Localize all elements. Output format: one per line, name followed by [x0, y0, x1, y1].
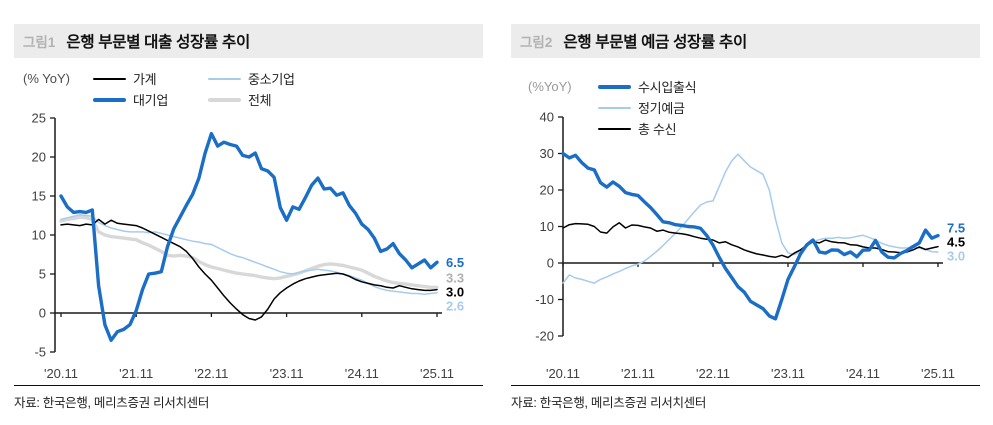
source-note: 자료: 한국은행, 메리츠증권 리서치센터	[511, 396, 707, 410]
legend-label-large-corp: 대기업	[133, 93, 168, 108]
x-tick-label: '22.11	[696, 366, 730, 380]
end-value-label-time-deposit: 3.0	[947, 249, 965, 264]
legend-line-sample-total-deposit	[598, 127, 631, 130]
x-tick-label: '20.11	[44, 366, 78, 380]
series-line-household	[60, 218, 438, 321]
x-tick-label: '23.11	[270, 366, 304, 380]
legend-label-household: 가계	[133, 72, 157, 87]
x-tick-label: '24.11	[846, 366, 880, 380]
y-tick-label: -10	[535, 292, 554, 307]
y-tick-label: 0	[547, 256, 554, 271]
legend-label-total-deposit: 총 수신	[638, 122, 677, 137]
y-tick-label: 5	[39, 267, 46, 282]
end-value-label-large-corp: 6.5	[446, 255, 464, 270]
legend-line-sample-demand-deposit	[598, 84, 631, 89]
legend-item-total: 전체	[208, 89, 295, 110]
legend-item-large-corp: 대기업	[93, 89, 208, 110]
legend-item-total-deposit: 총 수신	[598, 118, 696, 139]
y-tick-label: 20	[32, 150, 46, 165]
series-line-time-deposit	[562, 153, 939, 284]
y-tick-label: 40	[540, 110, 554, 125]
y-tick-label: 10	[32, 228, 46, 243]
series-line-sme	[60, 213, 438, 296]
series-line-large-corp	[59, 131, 439, 342]
x-tick-label: '21.11	[621, 366, 655, 380]
y-tick-label: 20	[540, 183, 554, 198]
x-tick-label: '24.11	[345, 366, 379, 380]
series-line-total	[59, 215, 439, 290]
y-tick-label: 30	[540, 146, 554, 161]
deposits-chart-title: 은행 부문별 예금 성장률 추이	[563, 34, 747, 51]
x-tick-label: '25.11	[921, 366, 955, 380]
source-divider	[511, 385, 980, 386]
y-tick-label: 10	[540, 219, 554, 234]
end-value-label-demand-deposit: 7.5	[947, 221, 965, 236]
x-tick-label: '23.11	[771, 366, 805, 380]
series-line-demand-deposit	[561, 151, 940, 321]
deposits-line-chart-canvas: -20 -10 0 10 20 30 40 '20.11 '21.11 '22.11 '23.11 '…	[535, 110, 965, 381]
x-tick-label: '25.11	[420, 366, 454, 380]
legend-label-time-deposit: 정기예금	[638, 101, 685, 116]
y-axis-unit-label: (% YoY)	[23, 71, 70, 86]
y-tick-label: -5	[34, 345, 46, 360]
end-value-label-sme: 2.6	[446, 299, 464, 314]
legend-item-time-deposit: 정기예금	[598, 97, 696, 118]
legend-label-total: 전체	[248, 93, 272, 108]
end-value-label-total-deposit: 4.5	[947, 235, 965, 250]
legend-item-sme: 중소기업	[208, 68, 295, 89]
figure-label: 그림1	[23, 35, 56, 50]
deposits-title-bar: 그림2 은행 부문별 예금 성장률 추이	[511, 24, 980, 58]
end-value-label-household: 3.0	[446, 285, 464, 300]
series-line-total-deposit	[562, 222, 939, 259]
figure-label: 그림2	[520, 35, 553, 50]
loans-line-chart-canvas: -5 0 5 10 15 20 25 '20.11 '21.11 '22.11 '23.11 '24.…	[32, 111, 465, 381]
legend-item-household: 가계	[93, 68, 208, 89]
legend-label-sme: 중소기업	[248, 72, 295, 87]
legend-line-sample-time-deposit	[598, 106, 631, 109]
source-divider	[14, 385, 483, 386]
legend-line-sample-sme	[208, 77, 241, 80]
legend-line-sample-household	[93, 77, 126, 80]
y-tick-label: 0	[39, 306, 46, 321]
loans-title-bar: 그림1 은행 부문별 대출 성장률 추이	[14, 24, 483, 58]
source-note: 자료: 한국은행, 메리츠증권 리서치센터	[14, 396, 210, 410]
legend-line-sample-total	[208, 97, 241, 102]
x-tick-label: '21.11	[119, 366, 153, 380]
legend-item-demand-deposit: 수시입출식	[598, 76, 697, 97]
legend-label-demand-deposit: 수시입출식	[638, 80, 697, 95]
y-tick-label: -20	[535, 329, 554, 344]
y-axis-unit-label: (%YoY)	[528, 79, 572, 94]
end-value-label-total: 3.3	[446, 271, 464, 286]
x-tick-label: '20.11	[546, 366, 580, 380]
x-tick-label: '22.11	[194, 366, 228, 380]
loans-chart-title: 은행 부문별 대출 성장률 추이	[66, 34, 250, 51]
legend-line-sample-large-corp	[93, 97, 126, 102]
y-tick-label: 25	[32, 111, 46, 126]
y-tick-label: 15	[32, 189, 46, 204]
